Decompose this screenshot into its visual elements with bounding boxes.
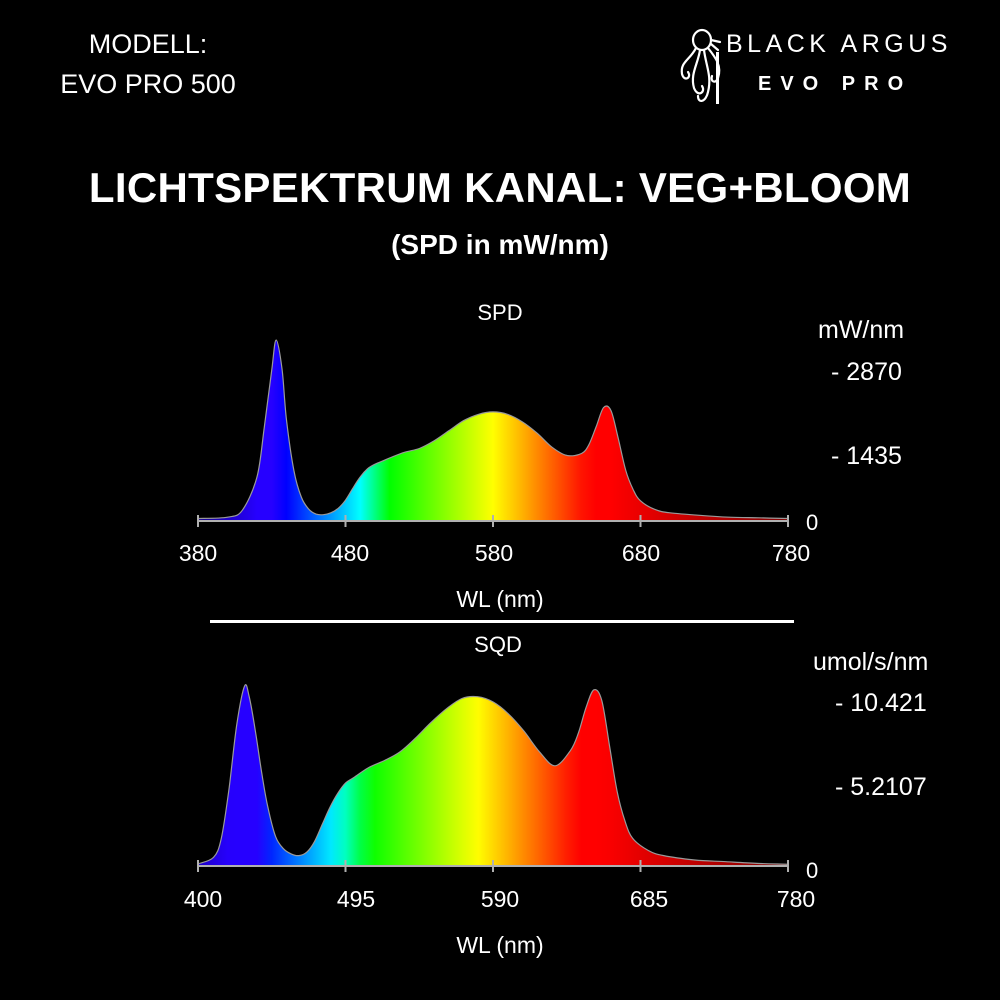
spd-x-tick: 580	[474, 540, 514, 566]
sqd-y-tick-mid: - 5.2107	[835, 773, 927, 801]
spd-x-axis-label: WL (nm)	[456, 586, 544, 612]
spectrum-outline	[197, 684, 789, 865]
sqd-chart-title: SQD	[474, 632, 522, 657]
spd-y-tick-max: - 2870	[831, 358, 902, 386]
spd-x-tick: 680	[621, 540, 661, 566]
sqd-x-tick: 495	[336, 886, 376, 912]
octopus-logo-icon	[680, 28, 722, 104]
model-value-text: EVO PRO 500	[60, 69, 236, 99]
page-title: LICHTSPEKTRUM KANAL: VEG+BLOOM	[88, 164, 912, 211]
spectrum-area	[198, 684, 788, 866]
spd-chart-title: SPD	[477, 300, 523, 325]
sqd-chart	[197, 684, 789, 872]
spectrum-outline	[197, 339, 789, 520]
chart-divider	[210, 620, 794, 623]
spd-x-tick: 480	[330, 540, 370, 566]
sqd-x-axis-label: WL (nm)	[456, 932, 544, 958]
brand-subline: EVO PRO	[758, 73, 913, 95]
brand-name: BLACK ARGUS	[726, 30, 952, 58]
sqd-x-tick: 780	[776, 886, 816, 912]
model-label: MODELL: EVO PRO 500	[40, 24, 256, 104]
sqd-y-tick-zero: 0	[806, 858, 819, 883]
spd-y-tick-mid: - 1435	[831, 442, 902, 470]
spd-chart	[197, 339, 789, 527]
sqd-y-unit: umol/s/nm	[813, 648, 929, 676]
brand-logo: BLACK ARGUS EVO PRO	[676, 26, 976, 112]
sqd-x-tick: 400	[183, 886, 223, 912]
spd-x-tick: 380	[178, 540, 218, 566]
spd-y-tick-zero: 0	[806, 510, 819, 535]
spectrum-area	[198, 340, 788, 521]
spd-x-tick: 780	[771, 540, 811, 566]
model-label-text: MODELL:	[88, 29, 208, 59]
spd-y-unit: mW/nm	[818, 316, 905, 344]
sqd-x-tick: 685	[629, 886, 669, 912]
sqd-x-tick: 590	[480, 886, 520, 912]
page-subtitle: (SPD in mW/nm)	[391, 229, 609, 260]
sqd-y-tick-max: - 10.421	[835, 689, 927, 717]
